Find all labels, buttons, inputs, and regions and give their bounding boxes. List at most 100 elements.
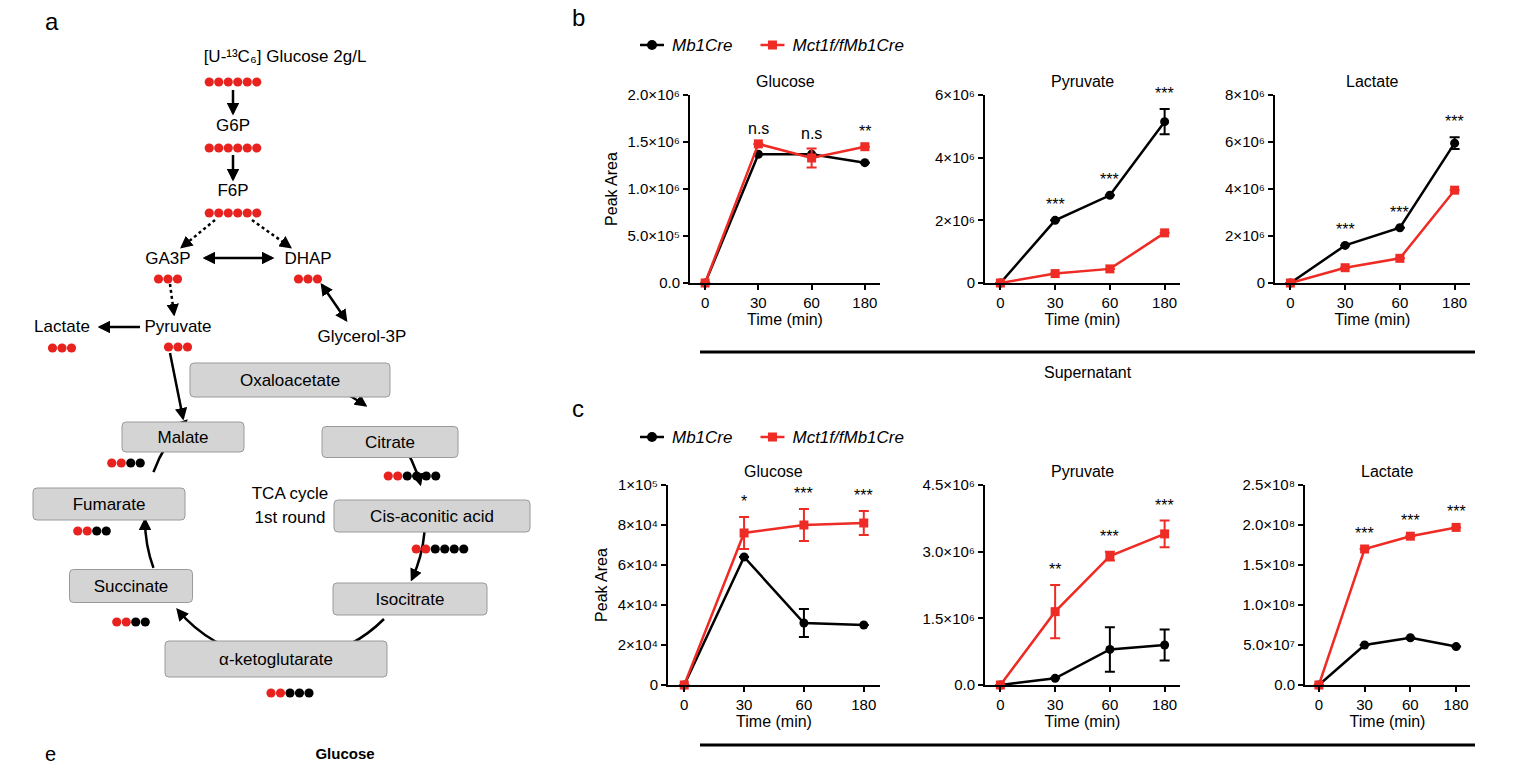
svg-text:Glucose: Glucose (744, 463, 803, 480)
svg-text:a: a (45, 8, 59, 35)
svg-text:180: 180 (1442, 294, 1467, 311)
svg-text:30: 30 (1356, 696, 1373, 713)
svg-text:30: 30 (736, 696, 753, 713)
svg-text:Oxaloacetate: Oxaloacetate (240, 371, 340, 390)
svg-text:6×10⁶: 6×10⁶ (1225, 133, 1265, 150)
svg-text:α-ketoglutarate: α-ketoglutarate (219, 650, 333, 669)
svg-text:***: *** (1355, 525, 1374, 542)
svg-text:Time (min): Time (min) (1335, 311, 1411, 328)
svg-text:2×10⁶: 2×10⁶ (1225, 227, 1265, 244)
svg-text:Fumarate: Fumarate (73, 495, 146, 514)
svg-text:Lactate: Lactate (1346, 73, 1399, 90)
svg-text:GA3P: GA3P (145, 249, 190, 268)
svg-text:3.0×10⁶: 3.0×10⁶ (923, 543, 975, 560)
svg-text:***: *** (1447, 503, 1466, 520)
svg-text:[U-¹³C₆] Glucose 2g/L: [U-¹³C₆] Glucose 2g/L (204, 47, 367, 66)
svg-text:e: e (45, 743, 56, 763)
svg-text:1.0×10⁸: 1.0×10⁸ (1242, 596, 1295, 613)
svg-text:Peak Area: Peak Area (603, 152, 620, 226)
svg-text:4×10⁴: 4×10⁴ (618, 596, 658, 613)
svg-text:1×10⁵: 1×10⁵ (618, 476, 658, 493)
svg-text:Mct1f/fMb1Cre: Mct1f/fMb1Cre (792, 36, 903, 55)
svg-text:6×10⁶: 6×10⁶ (935, 86, 975, 103)
svg-text:180: 180 (852, 294, 877, 311)
svg-text:Time (min): Time (min) (1045, 713, 1121, 730)
svg-text:Lactate: Lactate (34, 317, 90, 336)
svg-text:4×10⁶: 4×10⁶ (935, 149, 975, 166)
svg-text:n.s: n.s (748, 120, 769, 137)
svg-text:***: *** (1100, 528, 1119, 545)
svg-text:***: *** (1155, 497, 1174, 514)
svg-text:5.0×10⁷: 5.0×10⁷ (1243, 636, 1295, 653)
svg-text:30: 30 (1337, 294, 1354, 311)
svg-text:***: *** (1100, 171, 1119, 188)
svg-text:***: *** (854, 487, 873, 504)
svg-text:Time (min): Time (min) (1045, 311, 1121, 328)
svg-text:Pyruvate: Pyruvate (1051, 463, 1114, 480)
svg-text:Malate: Malate (157, 428, 208, 447)
svg-text:1.5×10⁸: 1.5×10⁸ (1242, 556, 1295, 573)
svg-text:30: 30 (1047, 294, 1064, 311)
svg-text:5.0×10⁵: 5.0×10⁵ (627, 227, 680, 244)
svg-text:0: 0 (680, 696, 688, 713)
svg-text:1.5×10⁶: 1.5×10⁶ (923, 610, 975, 627)
svg-text:Glycerol-3P: Glycerol-3P (318, 327, 407, 346)
svg-text:1.0×10⁶: 1.0×10⁶ (628, 180, 680, 197)
svg-text:Succinate: Succinate (94, 577, 169, 596)
svg-text:G6P: G6P (216, 116, 250, 135)
svg-text:1.5×10⁶: 1.5×10⁶ (628, 133, 680, 150)
svg-text:0: 0 (1315, 696, 1323, 713)
svg-text:***: *** (1046, 196, 1065, 213)
svg-text:0: 0 (1286, 294, 1294, 311)
svg-text:0.0: 0.0 (659, 274, 680, 291)
svg-text:F6P: F6P (217, 181, 248, 200)
svg-text:***: *** (1336, 221, 1355, 238)
svg-text:0: 0 (1257, 274, 1265, 291)
svg-text:0.0: 0.0 (1274, 676, 1295, 693)
svg-text:TCA cycle: TCA cycle (252, 484, 329, 503)
svg-text:*: * (741, 493, 747, 510)
svg-text:60: 60 (796, 696, 813, 713)
svg-text:c: c (572, 395, 584, 422)
svg-text:DHAP: DHAP (284, 249, 331, 268)
svg-text:60: 60 (1392, 294, 1409, 311)
svg-text:Cis-aconitic acid: Cis-aconitic acid (370, 507, 494, 526)
svg-text:**: ** (1049, 561, 1061, 578)
svg-text:60: 60 (803, 294, 820, 311)
svg-text:0.0: 0.0 (954, 676, 975, 693)
svg-text:30: 30 (1047, 696, 1064, 713)
svg-text:Time (min): Time (min) (736, 713, 812, 730)
svg-text:b: b (572, 4, 585, 31)
svg-text:8×10⁶: 8×10⁶ (1225, 86, 1265, 103)
svg-text:0: 0 (701, 294, 709, 311)
svg-text:4.5×10⁶: 4.5×10⁶ (923, 476, 975, 493)
svg-text:60: 60 (1102, 294, 1119, 311)
svg-text:Glucose: Glucose (756, 73, 815, 90)
svg-text:0: 0 (650, 676, 658, 693)
svg-text:60: 60 (1102, 696, 1119, 713)
svg-text:***: *** (794, 485, 813, 502)
svg-text:Mct1f/fMb1Cre: Mct1f/fMb1Cre (792, 428, 903, 447)
svg-text:60: 60 (1402, 696, 1419, 713)
svg-text:2×10⁴: 2×10⁴ (618, 636, 658, 653)
svg-text:n.s: n.s (801, 125, 822, 142)
svg-text:Pyruvate: Pyruvate (144, 317, 211, 336)
svg-text:2.0×10⁶: 2.0×10⁶ (628, 86, 680, 103)
svg-text:1st round: 1st round (255, 508, 326, 527)
svg-text:Pyruvate: Pyruvate (1051, 73, 1114, 90)
svg-text:Peak Area: Peak Area (593, 548, 610, 622)
svg-text:0: 0 (996, 696, 1004, 713)
svg-text:2.5×10⁸: 2.5×10⁸ (1242, 476, 1295, 493)
svg-text:180: 180 (1444, 696, 1469, 713)
svg-text:Isocitrate: Isocitrate (376, 590, 445, 609)
svg-text:Time (min): Time (min) (747, 311, 823, 328)
svg-text:2.0×10⁸: 2.0×10⁸ (1242, 516, 1295, 533)
svg-text:Supernatant: Supernatant (1044, 364, 1132, 381)
svg-text:***: *** (1445, 113, 1464, 130)
svg-text:180: 180 (1152, 696, 1177, 713)
svg-text:***: *** (1155, 85, 1174, 102)
svg-text:Mb1Cre: Mb1Cre (672, 428, 732, 447)
svg-text:30: 30 (750, 294, 767, 311)
svg-text:***: *** (1390, 204, 1409, 221)
svg-text:Lactate: Lactate (1361, 463, 1414, 480)
